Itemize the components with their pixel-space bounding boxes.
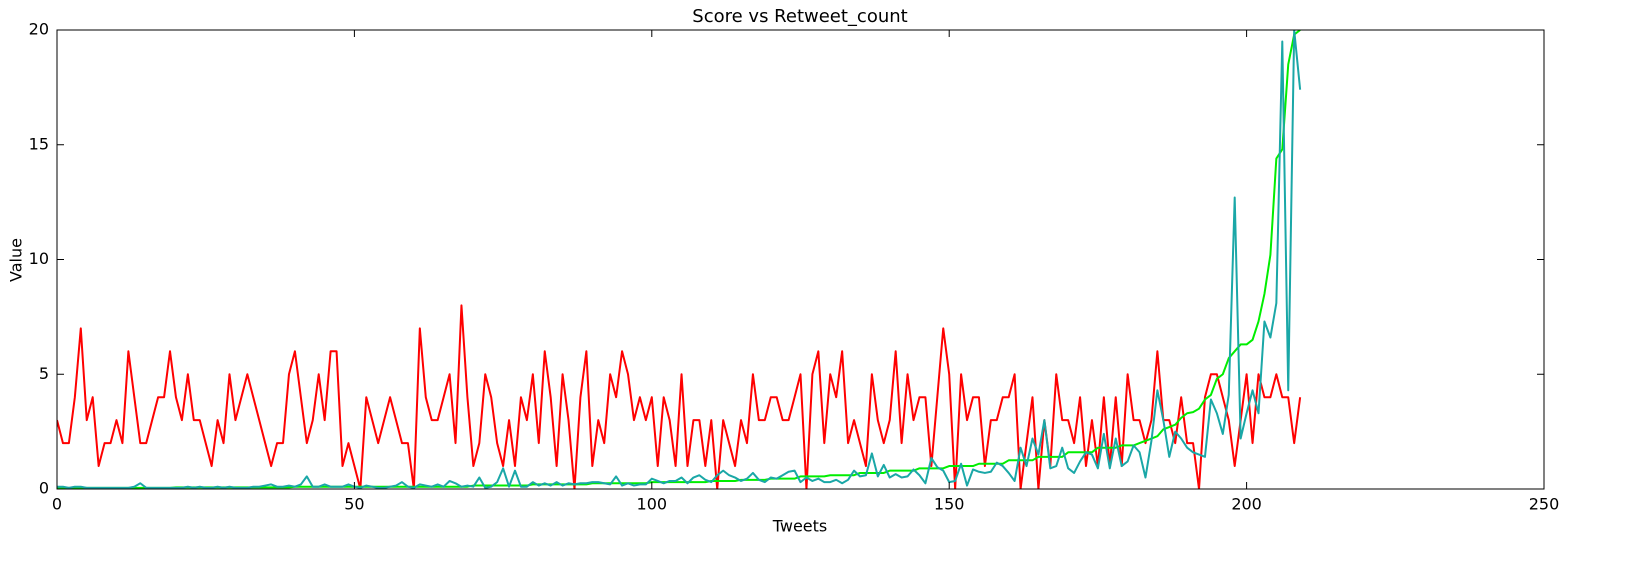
x-tick-label: 150: [934, 495, 965, 514]
data-line: [57, 30, 1301, 489]
y-tick-label: 0: [39, 479, 49, 498]
y-tick-label: 5: [39, 364, 49, 383]
x-tick-label: 200: [1231, 495, 1262, 514]
plot-area: [57, 30, 1302, 489]
y-tick-label: 20: [29, 20, 49, 39]
x-axis-label: Tweets: [772, 517, 828, 536]
chart-title: Score vs Retweet_count: [692, 6, 907, 27]
data-line: [57, 304, 1302, 489]
y-tick-label: 15: [29, 134, 49, 153]
x-tick-label: 100: [637, 495, 668, 514]
data-line: [57, 30, 1302, 489]
x-tick-label: 50: [344, 495, 364, 514]
x-tick-label: 250: [1529, 495, 1560, 514]
y-axis-label: Value: [7, 238, 26, 282]
y-tick-label: 10: [29, 249, 49, 268]
x-tick-label: 0: [52, 495, 62, 514]
